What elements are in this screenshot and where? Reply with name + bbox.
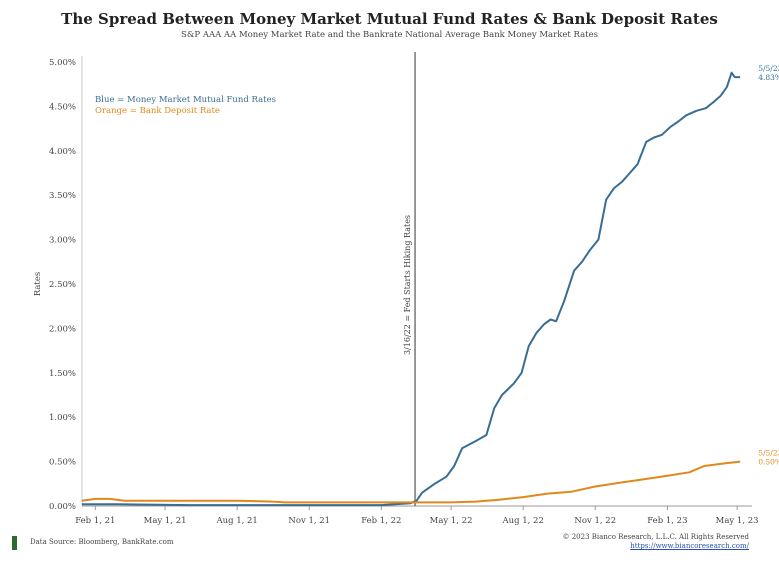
end-label-bank-deposit: 0.50% xyxy=(758,458,779,467)
legend-entry: Orange = Bank Deposit Rate xyxy=(95,106,220,116)
copyright-text: © 2023 Bianco Research, L.L.C. All Right… xyxy=(562,533,750,541)
legend-entry: Blue = Money Market Mutual Fund Rates xyxy=(95,95,276,105)
x-tick-label: May 1, 23 xyxy=(716,516,759,526)
y-tick-label: 4.50% xyxy=(49,102,76,112)
chart-subtitle: S&P AAA AA Money Market Rate and the Ban… xyxy=(181,30,598,40)
y-tick-label: 3.50% xyxy=(49,191,76,201)
y-tick-label: 1.50% xyxy=(49,369,76,379)
x-tick-label: Nov 1, 21 xyxy=(288,516,330,526)
y-axis-label: Rates xyxy=(33,272,43,296)
brand-mark xyxy=(12,536,17,550)
footer-credits: © 2023 Bianco Research, L.L.C. All Right… xyxy=(563,533,750,551)
x-tick-label: Aug 1, 21 xyxy=(215,516,257,526)
end-label-money-market: 5/5/23 xyxy=(758,64,779,73)
x-tick-label: May 1, 21 xyxy=(144,516,187,526)
end-label-money-market: 4.83% xyxy=(758,73,779,82)
y-tick-label: 2.50% xyxy=(49,280,76,290)
x-tick-label: Nov 1, 22 xyxy=(574,516,616,526)
y-tick-label: 3.00% xyxy=(49,236,76,246)
y-tick-label: 0.50% xyxy=(49,458,76,468)
data-source: Data Source: Bloomberg, BankRate.com xyxy=(30,538,174,546)
x-tick-label: Aug 1, 22 xyxy=(501,516,543,526)
x-tick-label: Feb 1, 23 xyxy=(647,516,687,526)
x-tick-label: Feb 1, 22 xyxy=(361,516,401,526)
fed-hike-label: 3/16/22 = Fed Starts Hiking Rates xyxy=(403,215,412,355)
series-line-bank-deposit xyxy=(81,460,741,504)
chart-title: The Spread Between Money Market Mutual F… xyxy=(61,10,718,28)
series-line-money-market xyxy=(82,71,741,507)
y-tick-label: 2.00% xyxy=(49,324,76,334)
end-label-bank-deposit: 5/5/23 xyxy=(758,449,779,458)
x-tick-label: Feb 1, 21 xyxy=(75,516,115,526)
y-tick-label: 0.00% xyxy=(49,502,76,512)
website-link[interactable]: https://www.biancoresearch.com/ xyxy=(630,542,749,550)
y-tick-label: 5.00% xyxy=(49,58,76,68)
y-tick-label: 1.00% xyxy=(49,413,76,423)
x-tick-label: May 1, 22 xyxy=(430,516,473,526)
y-tick-label: 4.00% xyxy=(49,147,76,157)
